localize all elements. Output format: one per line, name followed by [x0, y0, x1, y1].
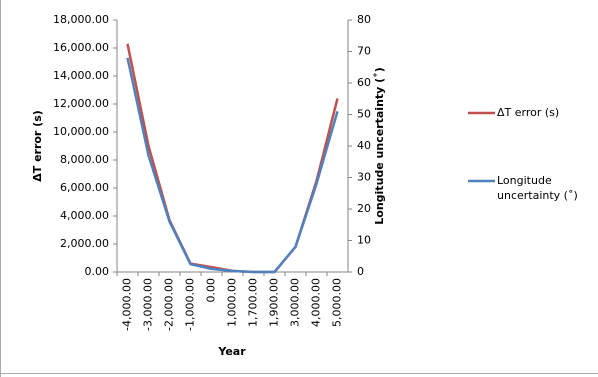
y2-tick-label: 80: [357, 13, 371, 26]
y2-tick-label: 40: [357, 139, 371, 152]
series-line: [126, 43, 339, 274]
y2-tick-label: 20: [357, 202, 371, 215]
x-tick-label: -2,000.00: [163, 278, 176, 331]
y-tick-label: 6,000.00: [60, 181, 109, 194]
legend-label: ΔT error (s): [497, 106, 560, 119]
y2-tick-label: 60: [357, 76, 371, 89]
x-tick-label: 5,000.00: [331, 278, 344, 327]
y-tick-label: 18,000.00: [53, 13, 109, 26]
y-tick-label: 10,000.00: [53, 125, 109, 138]
series-line: [126, 57, 339, 274]
y2-tick-label: 70: [357, 45, 371, 58]
y2-axis-title: Longitude uncertainty (˚): [373, 67, 386, 224]
y-tick-label: 0.00: [85, 265, 110, 278]
x-tick-label: 1,000.00: [226, 278, 239, 327]
y-tick-label: 8,000.00: [60, 153, 109, 166]
x-tick-label: 4,000.00: [310, 278, 323, 327]
x-tick-label: 1,900.00: [268, 278, 281, 327]
x-tick-label: -4,000.00: [121, 278, 134, 331]
x-tick-label: 3,000.00: [289, 278, 302, 327]
y2-tick-label: 10: [357, 234, 371, 247]
y-tick-label: 14,000.00: [53, 69, 109, 82]
x-tick-label: -1,000.00: [184, 278, 197, 331]
y-tick-label: 2,000.00: [60, 237, 109, 250]
y-tick-label: 16,000.00: [53, 41, 109, 54]
x-axis-title: Year: [217, 345, 246, 358]
y-tick-label: 4,000.00: [60, 209, 109, 222]
x-tick-label: -3,000.00: [142, 278, 155, 331]
y-axis-title: ΔT error (s): [31, 110, 44, 182]
x-tick-label: 0.00: [205, 278, 218, 303]
y2-tick-label: 50: [357, 108, 371, 121]
legend-label: Longitude uncertainty (˚): [497, 174, 578, 202]
x-tick-label: 1,700.00: [247, 278, 260, 327]
y-tick-label: 12,000.00: [53, 97, 109, 110]
y2-tick-label: 0: [357, 265, 364, 278]
y2-tick-label: 30: [357, 171, 371, 184]
